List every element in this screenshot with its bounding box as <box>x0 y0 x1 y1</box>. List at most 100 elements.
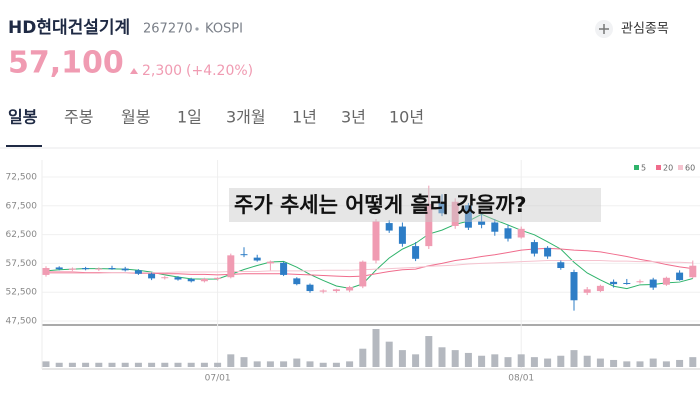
volume-bar <box>385 341 393 367</box>
tab[interactable]: 주봉 <box>64 108 93 127</box>
candle-body <box>134 270 142 274</box>
ma-line <box>46 260 693 274</box>
candle-body <box>148 273 156 279</box>
volume-bar <box>82 362 90 367</box>
change: 2,300 <box>142 63 182 79</box>
stock-name: HD현대건설기계 <box>8 18 130 38</box>
stock-code: 267270 <box>143 22 193 37</box>
volume-bar <box>121 362 129 367</box>
candle-body <box>280 262 288 275</box>
volume-bar <box>174 362 182 367</box>
volume-bar <box>451 350 459 367</box>
volume-bar <box>557 355 565 367</box>
volume-bar <box>649 358 657 367</box>
volume-bar <box>623 361 631 367</box>
volume-bar <box>583 355 591 367</box>
change-rate: (+4.20%) <box>186 63 253 79</box>
volume-bar <box>491 354 499 367</box>
watch-button[interactable]: 관심종목 <box>595 20 669 38</box>
candle-body <box>108 268 116 270</box>
candle-body <box>346 287 354 291</box>
y-tick-label: 47,500 <box>6 317 38 327</box>
volume-bar <box>372 329 380 367</box>
volume-bar <box>148 362 156 367</box>
candle-body <box>398 226 406 244</box>
tabs: 일봉 주봉 월봉 1일 3개월 1년 3년 10년 <box>8 108 424 127</box>
volume-bar <box>636 361 644 367</box>
tab[interactable]: 10년 <box>389 108 424 127</box>
candle-body <box>332 289 340 292</box>
candle-body <box>623 282 631 284</box>
legend-label: 5 <box>641 164 646 173</box>
volume-bar <box>676 359 684 367</box>
candle-body <box>544 247 552 257</box>
tab[interactable]: 1일 <box>177 108 202 127</box>
market: KOSPI <box>205 22 243 37</box>
candle-body <box>82 268 90 270</box>
candle-body <box>517 228 525 238</box>
volume-bar <box>689 357 697 367</box>
volume-bar <box>504 357 512 367</box>
y-tick-label: 52,500 <box>6 288 38 298</box>
candle-body <box>214 277 222 279</box>
candle-body <box>42 268 50 275</box>
ma-line <box>46 247 693 278</box>
legend-swatch <box>656 165 661 170</box>
volume-bar <box>253 361 261 367</box>
volume-bar <box>306 361 314 367</box>
volume-bar <box>227 354 235 367</box>
volume-bar <box>95 362 103 367</box>
y-tick-label: 62,500 <box>6 230 38 240</box>
candle-body <box>464 205 472 228</box>
volume-bar <box>398 350 406 367</box>
x-tick-label: 08/01 <box>508 374 534 384</box>
candle-body <box>596 285 604 292</box>
tab[interactable]: 월봉 <box>121 108 150 127</box>
candle-body <box>504 228 512 239</box>
volume-bar <box>464 352 472 367</box>
legend-label: 60 <box>685 164 695 173</box>
candle-body <box>55 267 63 270</box>
y-tick-label: 72,500 <box>6 173 38 183</box>
candle-body <box>570 272 578 301</box>
tab[interactable]: 3년 <box>341 108 366 127</box>
volume-bar <box>200 362 208 367</box>
volume-bar <box>610 359 618 367</box>
volume-bar <box>438 347 446 367</box>
candle-body <box>359 261 367 287</box>
candle-body <box>689 265 697 278</box>
volume-bar <box>412 354 420 367</box>
candle-body <box>293 278 301 285</box>
x-tick-label: 07/01 <box>205 374 231 384</box>
volume-bar <box>596 358 604 367</box>
volume-bar <box>293 358 301 367</box>
volume-bar <box>346 361 354 367</box>
volume-bar <box>359 348 367 367</box>
watch-label[interactable]: 관심종목 <box>621 22 669 37</box>
candle-body <box>266 261 274 264</box>
candle-body <box>306 284 314 292</box>
chart: 72,500 67,500 62,500 57,500 52,500 47,500 07/0… <box>6 160 700 384</box>
volume-bar <box>332 362 340 367</box>
candle-body <box>557 262 565 269</box>
candle-body <box>451 201 459 226</box>
volume-bar <box>425 336 433 367</box>
tab[interactable]: 1년 <box>292 108 317 127</box>
volume-bar <box>55 362 63 367</box>
volume-bar <box>266 361 274 367</box>
volume-bar <box>134 362 142 367</box>
volume-bar <box>42 361 50 367</box>
candle-body <box>583 289 591 293</box>
volume-bar <box>662 361 670 367</box>
candle-body <box>372 221 380 261</box>
volume-bar <box>161 362 169 367</box>
candle-body <box>649 279 657 288</box>
tab[interactable]: 3개월 <box>226 108 266 127</box>
legend-label: 20 <box>663 164 673 173</box>
candle-body <box>478 221 486 225</box>
candle-body <box>425 204 433 247</box>
y-tick-label: 67,500 <box>6 201 38 211</box>
candle-body <box>610 281 618 285</box>
tab[interactable]: 일봉 <box>8 108 38 127</box>
